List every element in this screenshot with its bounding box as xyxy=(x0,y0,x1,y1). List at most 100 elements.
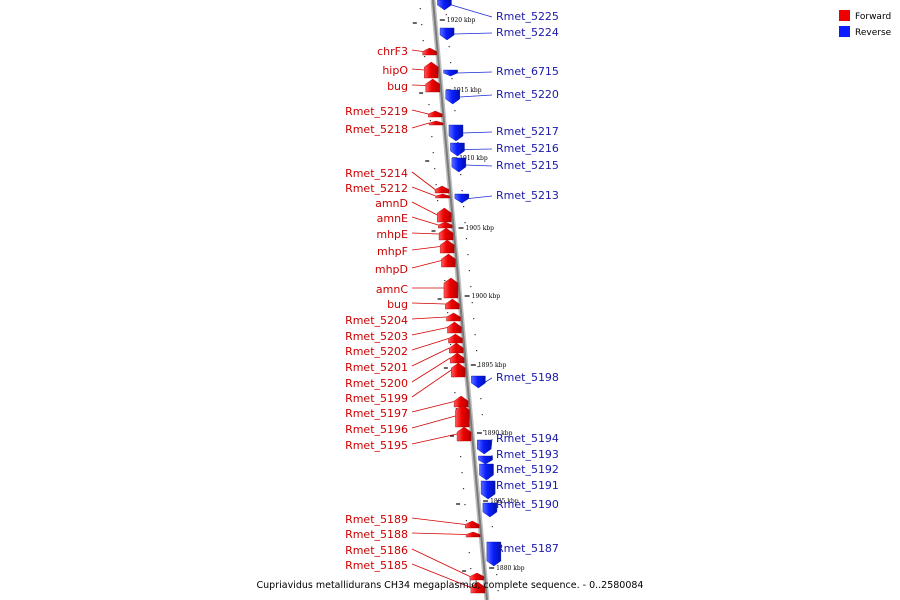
reverse-gene[interactable]: Rmet_5224 xyxy=(439,26,559,41)
forward-gene[interactable]: Rmet_5212 xyxy=(345,182,450,199)
reverse-gene[interactable]: Rmet_5191 xyxy=(480,479,559,500)
forward-gene-label: Rmet_5214 xyxy=(345,167,408,180)
forward-gene[interactable]: Rmet_5199 xyxy=(345,362,466,405)
forward-gene[interactable]: Rmet_5219 xyxy=(345,105,443,118)
reverse-gene[interactable]: Rmet_5194 xyxy=(477,432,559,455)
forward-gene[interactable]: Rmet_5204 xyxy=(345,312,461,327)
reverse-gene[interactable]: Rmet_5187 xyxy=(486,541,559,567)
reverse-gene-arrow[interactable] xyxy=(486,541,502,567)
forward-gene-arrow[interactable] xyxy=(445,298,460,310)
forward-gene[interactable]: Rmet_5201 xyxy=(345,342,464,374)
reverse-gene[interactable]: Rmet_6715 xyxy=(443,65,559,78)
forward-gene-arrow[interactable] xyxy=(448,333,463,344)
reverse-gene[interactable]: Rmet_5216 xyxy=(450,142,559,157)
forward-gene[interactable]: chrF3 xyxy=(377,45,437,58)
forward-gene-arrow[interactable] xyxy=(439,239,455,254)
forward-gene-arrow[interactable] xyxy=(446,312,461,322)
reverse-genes: Rmet_5225 Rmet_5224 Rmet_6715 Rmet_5220 Rmet… xyxy=(437,0,559,567)
scale-dot xyxy=(475,350,478,352)
forward-gene-arrow[interactable] xyxy=(428,110,443,118)
reverse-gene-arrow[interactable] xyxy=(439,27,455,41)
reverse-gene-arrow[interactable] xyxy=(479,463,494,481)
reverse-gene-arrow[interactable] xyxy=(477,439,492,455)
gene-pointer xyxy=(451,4,493,18)
forward-gene[interactable]: Rmet_5196 xyxy=(345,404,470,436)
forward-gene-arrow[interactable] xyxy=(447,321,462,334)
reverse-gene-label: Rmet_5215 xyxy=(496,159,559,172)
scale-dot xyxy=(435,184,437,186)
legend-reverse-swatch xyxy=(839,26,850,37)
forward-gene-arrow[interactable] xyxy=(438,221,453,229)
scale-ticks: 1920 kbp 1915 kbp 1910 kbp 1905 kbp 1900 kbp… xyxy=(412,17,525,572)
reverse-gene-label: Rmet_6715 xyxy=(496,65,559,78)
forward-gene-arrow[interactable] xyxy=(424,61,439,79)
forward-gene[interactable]: amnD xyxy=(375,197,452,223)
forward-gene-label: mhpF xyxy=(377,245,408,258)
reverse-gene-arrow[interactable] xyxy=(454,193,470,204)
forward-gene-arrow[interactable] xyxy=(443,277,459,299)
forward-gene[interactable]: Rmet_5186 xyxy=(345,544,485,581)
reverse-gene-arrow[interactable] xyxy=(450,142,465,157)
reverse-gene-arrow[interactable] xyxy=(448,124,464,142)
reverse-gene[interactable]: Rmet_5213 xyxy=(454,189,559,204)
forward-gene[interactable]: Rmet_5214 xyxy=(345,167,450,194)
forward-gene-arrow[interactable] xyxy=(470,581,486,594)
forward-gene-arrow[interactable] xyxy=(455,404,470,428)
forward-gene-arrow[interactable] xyxy=(465,531,481,538)
forward-gene[interactable]: Rmet_5202 xyxy=(345,333,463,358)
forward-gene-label: Rmet_5201 xyxy=(345,361,408,374)
forward-gene-label: Rmet_5218 xyxy=(345,123,408,136)
forward-gene[interactable]: Rmet_5188 xyxy=(345,528,481,541)
forward-gene-arrow[interactable] xyxy=(435,193,450,199)
forward-gene-arrow[interactable] xyxy=(425,78,440,93)
reverse-gene[interactable]: Rmet_5220 xyxy=(445,88,559,105)
reverse-gene[interactable]: Rmet_5198 xyxy=(471,371,559,389)
reverse-gene-arrow[interactable] xyxy=(445,89,460,105)
tick-label: 1895 kbp xyxy=(478,362,507,369)
reverse-gene[interactable]: Rmet_5190 xyxy=(482,498,559,518)
forward-gene[interactable]: hipO xyxy=(382,61,439,79)
forward-gene[interactable]: bug xyxy=(387,78,440,93)
forward-gene[interactable]: Rmet_5197 xyxy=(345,395,469,420)
reverse-gene[interactable]: Rmet_5215 xyxy=(451,157,559,173)
forward-gene[interactable]: Rmet_5203 xyxy=(345,321,462,343)
reverse-gene[interactable]: Rmet_5192 xyxy=(479,463,559,481)
forward-gene-arrow[interactable] xyxy=(422,47,437,56)
scale-dot xyxy=(431,136,433,138)
reverse-gene-arrow[interactable] xyxy=(437,0,452,11)
forward-gene[interactable]: amnE xyxy=(377,212,453,229)
reverse-gene-arrow[interactable] xyxy=(478,455,493,465)
forward-gene-arrow[interactable] xyxy=(428,120,444,126)
forward-gene[interactable]: Rmet_5195 xyxy=(345,426,472,452)
forward-gene[interactable]: bug xyxy=(387,298,460,311)
reverse-gene[interactable]: Rmet_5225 xyxy=(437,0,559,23)
forward-gene-arrow[interactable] xyxy=(450,352,465,364)
forward-gene[interactable]: mhpF xyxy=(377,239,455,258)
forward-gene-arrow[interactable] xyxy=(451,362,466,378)
reverse-gene-arrow[interactable] xyxy=(451,157,467,173)
forward-gene-arrow[interactable] xyxy=(469,572,485,581)
reverse-gene-arrow[interactable] xyxy=(480,480,496,500)
forward-gene-arrow[interactable] xyxy=(465,520,480,529)
forward-gene-arrow[interactable] xyxy=(453,395,469,408)
tick-label: 1900 kbp xyxy=(472,293,501,300)
forward-gene-arrow[interactable] xyxy=(441,253,456,268)
forward-gene-arrow[interactable] xyxy=(449,342,464,354)
forward-gene-arrow[interactable] xyxy=(437,207,452,223)
reverse-gene-arrow[interactable] xyxy=(482,502,498,518)
forward-gene-arrow[interactable] xyxy=(456,426,472,442)
reverse-gene[interactable]: Rmet_5217 xyxy=(448,124,559,142)
forward-gene[interactable]: mhpD xyxy=(375,253,456,276)
forward-gene[interactable]: Rmet_5189 xyxy=(345,513,480,529)
forward-gene-arrow[interactable] xyxy=(434,185,450,194)
forward-gene[interactable]: Rmet_5218 xyxy=(345,120,444,136)
forward-gene[interactable]: amnC xyxy=(376,277,459,299)
reverse-gene-arrow[interactable] xyxy=(471,375,486,389)
forward-gene[interactable]: Rmet_5200 xyxy=(345,352,465,390)
forward-gene-arrow[interactable] xyxy=(438,227,454,241)
reverse-gene[interactable]: Rmet_5193 xyxy=(478,448,559,465)
forward-gene[interactable]: mhpE xyxy=(376,227,454,241)
reverse-gene-arrow[interactable] xyxy=(443,69,458,77)
forward-gene[interactable]: Rmet_5185 xyxy=(345,559,486,594)
